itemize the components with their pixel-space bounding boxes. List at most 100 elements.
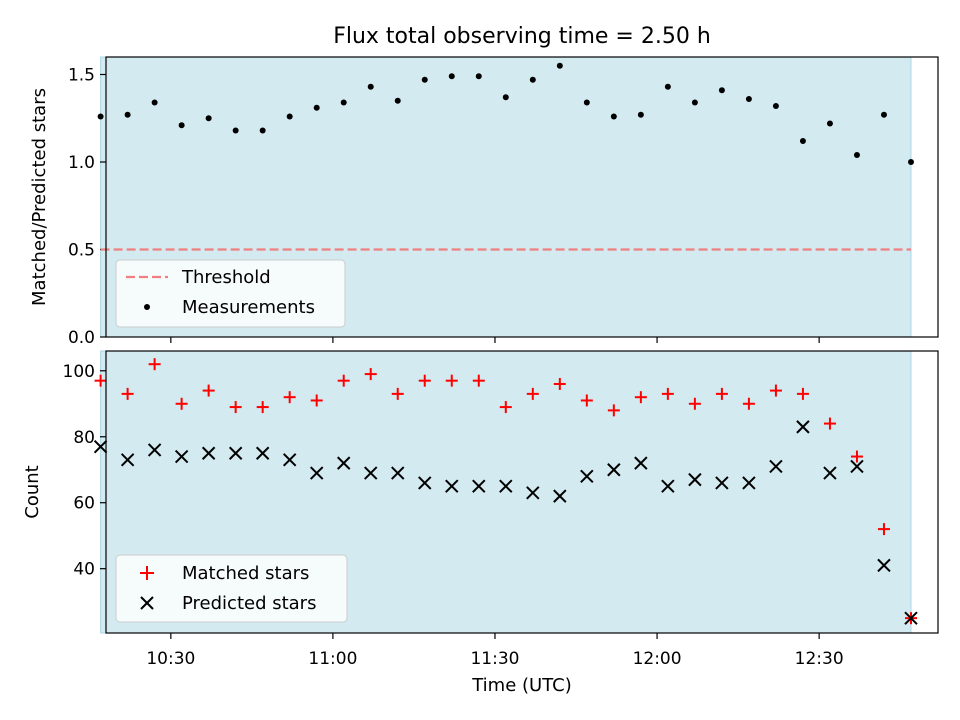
predicted-star-point: [445, 479, 459, 493]
matched-star-point: [634, 391, 647, 404]
predicted-star-point: [364, 466, 378, 480]
ratio-legend-box: [115, 259, 346, 328]
matched-star-point: [526, 387, 539, 400]
matched-star-point: [229, 401, 242, 414]
matched-star-point: [256, 401, 269, 414]
matched-star-point: [94, 374, 107, 387]
predicted-star-point: [337, 456, 351, 470]
matched-star-point: [607, 404, 620, 417]
x-axis-label: Time (UTC): [471, 675, 572, 696]
matched-star-point: [391, 387, 404, 400]
x-axis: 10:30 11:00 11:30 12:00 12:30: [146, 649, 843, 669]
measurement-point: [448, 73, 455, 80]
chart-title: Flux total observing time = 2.50 h: [333, 24, 711, 49]
matched-star-point: [337, 374, 350, 387]
measurement-point: [421, 76, 428, 83]
measurement-point: [799, 138, 806, 144]
measurement-point: [556, 62, 563, 69]
predicted-star-point: [174, 449, 189, 464]
y-tick-label: 40: [73, 560, 95, 580]
matched-star-point: [661, 387, 674, 400]
ratio-y-axis-label: Matched/Predicted stars: [29, 88, 50, 306]
matched-star-point: [472, 374, 485, 387]
matched-star-point: [688, 397, 701, 410]
count-panel-frame: [105, 350, 939, 634]
predicted-star-point: [255, 446, 270, 460]
predicted-star-point: [823, 466, 837, 480]
y-tick-label: 0.5: [68, 241, 95, 261]
measurement-point: [502, 94, 509, 101]
matched-star-point: [175, 397, 188, 410]
matched-star-point: [580, 394, 593, 407]
matched-star-point: [283, 391, 296, 404]
matched-star-point: [742, 397, 755, 410]
matched-star-point: [364, 368, 377, 381]
y-tick-label: 60: [73, 494, 95, 514]
predicted-star-point: [877, 558, 891, 573]
predicted-star-point: [418, 476, 432, 490]
matched-star-point: [823, 417, 836, 430]
measurement-point: [151, 99, 158, 106]
y-tick-label: 1.0: [68, 153, 95, 173]
predicted-star-point: [607, 463, 621, 477]
measurement-point: [691, 99, 698, 106]
measurement-point: [232, 127, 239, 134]
measurement-point: [880, 111, 887, 118]
matched-star-point: [148, 358, 161, 371]
measurement-point: [178, 122, 185, 129]
measurement-point: [826, 120, 833, 127]
predicted-star-point: [553, 489, 567, 503]
x-tick-label: 11:00: [308, 649, 357, 669]
measurement-point: [610, 113, 617, 120]
predicted-star-point: [904, 611, 918, 625]
count-legend: Matched stars Predicted stars: [115, 554, 348, 623]
count-legend-box: [115, 554, 348, 623]
y-tick-label: 100: [63, 362, 95, 382]
y-tick-label: 80: [73, 428, 95, 448]
measurement-point: [745, 96, 752, 102]
measurement-point: [772, 103, 779, 109]
measurement-point: [340, 99, 347, 106]
matched-star-point: [769, 384, 782, 397]
measurement-point: [259, 127, 266, 134]
matched-star-point: [418, 374, 431, 387]
predicted-star-point: [120, 453, 135, 467]
measurement-point: [664, 83, 671, 90]
legend-measurements-label: Measurements: [182, 297, 315, 318]
measurement-point: [394, 97, 401, 104]
legend-matched-swatch: [140, 566, 154, 580]
predicted-star-point: [472, 479, 486, 493]
x-tick-label: 11:30: [470, 649, 519, 669]
measurement-point: [637, 111, 644, 118]
matched-star-point: [121, 387, 134, 400]
x-tick-label: 12:00: [633, 649, 682, 669]
ratio-panel-frame: [105, 56, 939, 338]
legend-predicted-swatch: [140, 596, 154, 610]
matched-star-point: [445, 374, 458, 387]
measurement-point: [853, 152, 860, 158]
matched-star-point: [310, 394, 323, 407]
measurement-point: [205, 115, 212, 122]
y-tick-label: 1.5: [68, 66, 95, 86]
predicted-star-point: [796, 420, 810, 434]
predicted-star-point: [634, 456, 648, 470]
matched-star-point: [553, 377, 566, 390]
predicted-star-point: [661, 479, 675, 493]
predicted-star-point: [228, 446, 243, 460]
matched-star-point: [796, 387, 809, 400]
predicted-star-point: [580, 469, 594, 484]
measurement-point: [475, 73, 482, 80]
predicted-star-point: [391, 466, 405, 480]
legend-matched-label: Matched stars: [182, 563, 309, 584]
predicted-star-point: [526, 486, 540, 500]
matched-star-point: [850, 450, 863, 463]
count-y-axis-label: Count: [22, 465, 43, 518]
measurement-point: [124, 111, 131, 118]
matched-star-point: [877, 523, 890, 536]
measurement-point: [583, 99, 590, 106]
predicted-star-point: [201, 446, 216, 460]
y-tick-label: 0.0: [68, 328, 95, 348]
legend-threshold-label: Threshold: [181, 267, 271, 288]
predicted-star-point: [769, 459, 783, 474]
